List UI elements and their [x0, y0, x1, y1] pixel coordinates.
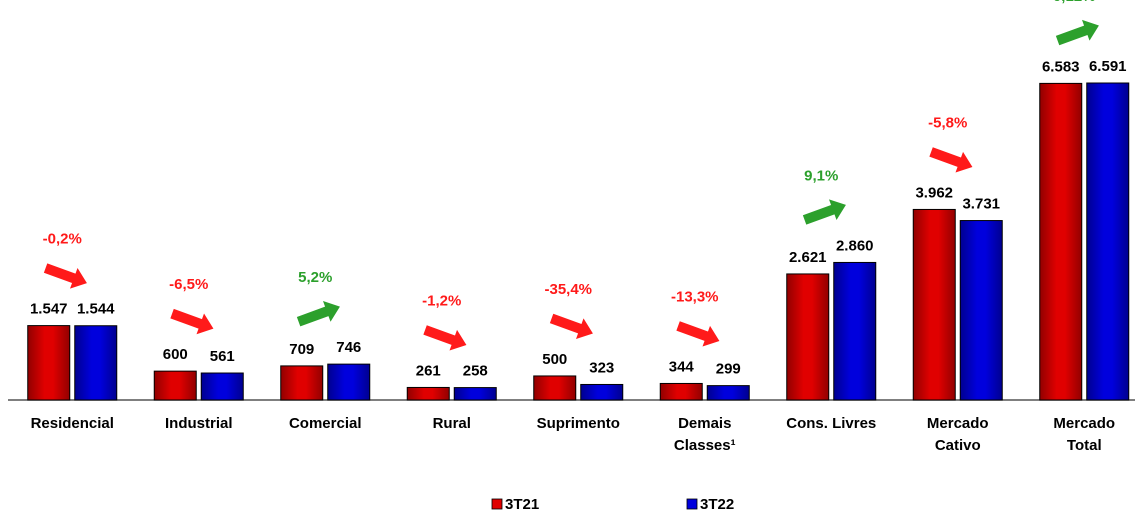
bar-shade — [407, 387, 450, 400]
data-label: 6.583 — [1042, 58, 1080, 75]
data-label: 1.547 — [30, 301, 68, 318]
x-tick-label: Comercial — [289, 415, 362, 432]
data-label: 261 — [416, 362, 441, 379]
bar-shade — [27, 325, 70, 400]
data-label: 3.962 — [915, 184, 953, 201]
data-label: 709 — [289, 341, 314, 358]
bar-shade — [74, 325, 117, 400]
bar-shade — [201, 373, 244, 400]
change-arrow — [423, 325, 467, 351]
change-arrow — [170, 308, 214, 335]
change-arrow — [1055, 19, 1099, 46]
legend-swatch — [491, 498, 503, 510]
bar-shade — [1086, 83, 1129, 400]
legend-swatch — [686, 498, 698, 510]
change-label: 5,2% — [298, 269, 332, 286]
data-label: 561 — [210, 348, 235, 365]
change-arrow — [929, 147, 973, 173]
bar-shade — [833, 262, 876, 400]
x-tick-label: Mercado Total — [1053, 415, 1115, 454]
bar-shade — [154, 371, 197, 400]
bar-shade — [580, 384, 623, 400]
change-label: -6,5% — [169, 276, 208, 293]
x-tick-label: Demais Classes¹ — [674, 415, 736, 454]
data-label: 600 — [163, 346, 188, 363]
change-arrow — [802, 199, 846, 225]
x-tick-label: Rural — [433, 415, 471, 432]
data-label: 299 — [716, 361, 741, 378]
legend-label: 3T21 — [505, 496, 539, 513]
x-tick-label: Cons. Livres — [786, 415, 876, 432]
data-label: 323 — [589, 359, 614, 376]
data-label: 2.621 — [789, 249, 827, 266]
change-arrow — [43, 263, 87, 289]
change-label: 0,12% — [1053, 0, 1096, 5]
bar-shade — [660, 383, 703, 400]
change-arrow — [296, 301, 340, 327]
data-label: 258 — [463, 363, 488, 380]
data-label: 6.591 — [1089, 58, 1127, 75]
x-tick-label: Industrial — [165, 415, 233, 432]
bar-shade — [454, 387, 497, 400]
change-arrow — [549, 313, 593, 340]
data-label: 746 — [336, 339, 361, 356]
x-tick-label: Mercado Cativo — [927, 415, 989, 454]
legend-label: 3T22 — [700, 496, 734, 513]
change-label: 9,1% — [804, 167, 838, 184]
data-label: 344 — [669, 358, 695, 375]
data-label: 1.544 — [77, 301, 115, 318]
bar-shade — [960, 220, 1003, 400]
bar-shade — [327, 364, 370, 400]
bar-shade — [1039, 83, 1082, 400]
change-label: -1,2% — [422, 292, 461, 309]
change-label: -0,2% — [43, 231, 82, 248]
x-tick-label: Residencial — [31, 415, 114, 432]
data-label: 2.860 — [836, 237, 874, 254]
bar-shade — [707, 385, 750, 400]
x-tick-label: Suprimento — [537, 415, 620, 432]
change-label: -35,4% — [544, 281, 592, 298]
data-label: 3.731 — [962, 196, 1000, 213]
bar-shade — [913, 209, 956, 400]
change-label: -13,3% — [671, 288, 719, 305]
data-label: 500 — [542, 351, 567, 368]
change-label: -5,8% — [928, 114, 967, 131]
bar-shade — [786, 273, 829, 400]
change-arrow — [676, 321, 720, 347]
bar-shade — [533, 375, 576, 400]
bar-shade — [280, 365, 323, 400]
